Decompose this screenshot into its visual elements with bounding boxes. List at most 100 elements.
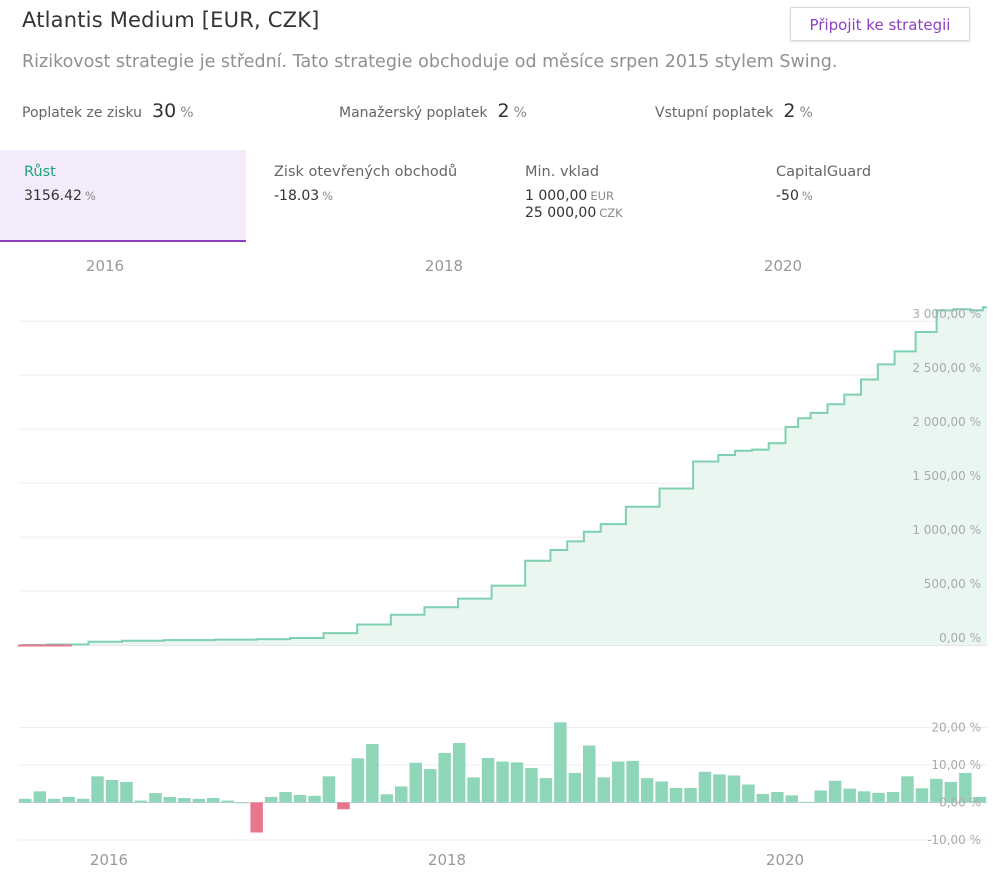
join-strategy-button[interactable]: Připojit ke strategii [790, 7, 970, 41]
growth-y-tick: 2 500,00 % [912, 361, 981, 375]
min-deposit-czk-unit: CZK [599, 206, 623, 220]
fee-entry-value: 2 [783, 100, 796, 122]
monthly-return-bar [163, 796, 177, 803]
monthly-return-bar [669, 787, 683, 803]
monthly-return-bar [828, 780, 842, 803]
growth-y-tick: 0,00 % [939, 631, 981, 645]
fee-management: Manažerský poplatek 2% [339, 100, 527, 122]
monthly-return-bar [481, 757, 495, 803]
monthly-y-tick: -10,00 % [927, 833, 981, 847]
capital-guard-unit: % [801, 189, 813, 203]
fee-profit: Poplatek ze zisku 30% [22, 100, 194, 122]
monthly-return-bar [843, 788, 856, 803]
monthly-return-bar [207, 798, 220, 803]
tab-min-deposit[interactable]: Min. vklad 1 000,00 EUR 25 000,00 CZK [501, 150, 751, 242]
strategy-description: Rizikovost strategie je střední. Tato st… [22, 52, 838, 72]
monthly-return-bar [380, 794, 394, 803]
monthly-return-bar [886, 792, 900, 803]
monthly-return-bar [539, 778, 553, 803]
fee-entry-unit: % [799, 105, 813, 121]
min-deposit-eur-value: 1 000,00 [525, 188, 588, 204]
monthly-return-bar [452, 742, 466, 803]
monthly-return-bar [19, 798, 32, 803]
tab-growth[interactable]: Růst 3156.42% [0, 150, 246, 242]
growth-y-tick: 2 000,00 % [912, 415, 981, 429]
monthly-return-bar [366, 744, 379, 803]
monthly-return-bar [930, 778, 943, 803]
monthly-y-tick: 20,00 % [931, 721, 981, 735]
min-deposit-czk-value: 25 000,00 [525, 205, 597, 221]
fee-profit-value: 30 [152, 100, 177, 122]
monthly-return-bar [62, 796, 75, 803]
capital-guard-value: -50 [776, 188, 799, 204]
min-deposit-eur-unit: EUR [590, 189, 615, 203]
growth-value: 3156.42 [24, 188, 82, 204]
monthly-return-bar [235, 802, 249, 804]
monthly-return-bar [525, 768, 538, 803]
monthly-return-bar [872, 792, 885, 803]
monthly-return-bar [33, 791, 46, 803]
monthly-return-bar [424, 769, 437, 803]
monthly-return-bar [626, 760, 639, 803]
strategy-title: Atlantis Medium [EUR, CZK] [22, 8, 320, 32]
monthly-return-bar [771, 792, 784, 803]
growth-line [21, 306, 987, 646]
monthly-return-bar [134, 800, 148, 803]
growth-label: Růst [24, 164, 56, 180]
monthly-returns-bars [19, 722, 986, 833]
tab-open-profit[interactable]: Zisk otevřených obchodů -18.03% [250, 150, 500, 242]
monthly-return-bar [959, 772, 972, 803]
tab-capital-guard[interactable]: CapitalGuard -50% [752, 150, 1000, 242]
monthly-return-bar [597, 777, 610, 803]
monthly-y-axis: 20,00 % 10,00 % 0,00 % -10,00 % [927, 721, 981, 848]
open-profit-label: Zisk otevřených obchodů [274, 164, 458, 180]
monthly-return-bar [554, 722, 567, 803]
monthly-return-bar [395, 786, 408, 803]
monthly-return-bar [583, 745, 596, 803]
monthly-return-bar [496, 761, 509, 803]
top-year-label: 2018 [425, 257, 463, 275]
monthly-return-bar [713, 774, 726, 803]
bottom-year-axis: 2016 2018 2020 [90, 851, 804, 869]
monthly-return-bar [409, 762, 422, 803]
monthly-return-bar [149, 793, 162, 803]
monthly-y-tick: 10,00 % [931, 758, 981, 772]
monthly-return-bar [944, 781, 958, 803]
monthly-return-bar [568, 772, 582, 803]
bottom-year-label: 2016 [90, 851, 128, 869]
min-deposit-label: Min. vklad [525, 164, 600, 180]
monthly-return-bar [221, 800, 234, 803]
monthly-return-bar [322, 776, 336, 803]
monthly-return-bar [785, 795, 798, 803]
monthly-return-bar [800, 801, 813, 803]
monthly-return-bar [655, 781, 668, 803]
top-year-axis: 2016 2018 2020 [86, 257, 802, 275]
monthly-return-bar [105, 780, 119, 803]
monthly-return-bar [742, 784, 755, 803]
fee-management-value: 2 [497, 100, 510, 122]
fee-management-label: Manažerský poplatek [339, 105, 488, 121]
monthly-return-bar [293, 795, 307, 803]
monthly-return-bar [264, 796, 278, 803]
monthly-return-bar [308, 795, 321, 803]
fee-entry-label: Vstupní poplatek [655, 105, 774, 121]
growth-unit: % [84, 189, 96, 203]
growth-y-tick: 1 500,00 % [912, 469, 981, 483]
monthly-return-bar [178, 798, 191, 803]
monthly-return-bar [76, 798, 90, 803]
bottom-year-label: 2020 [766, 851, 804, 869]
monthly-return-bar [684, 787, 697, 803]
monthly-return-bar [510, 762, 524, 803]
monthly-return-bar [901, 776, 914, 803]
bottom-year-label: 2018 [428, 851, 466, 869]
monthly-return-bar [467, 777, 480, 803]
growth-y-tick: 3 000,00 % [912, 307, 981, 321]
monthly-return-bar [91, 776, 104, 803]
monthly-return-bar [612, 761, 625, 803]
fee-profit-label: Poplatek ze zisku [22, 105, 143, 121]
open-profit-unit: % [322, 189, 334, 203]
monthly-return-bar [120, 781, 133, 803]
monthly-return-bar [857, 791, 871, 803]
monthly-return-bar [250, 802, 263, 833]
